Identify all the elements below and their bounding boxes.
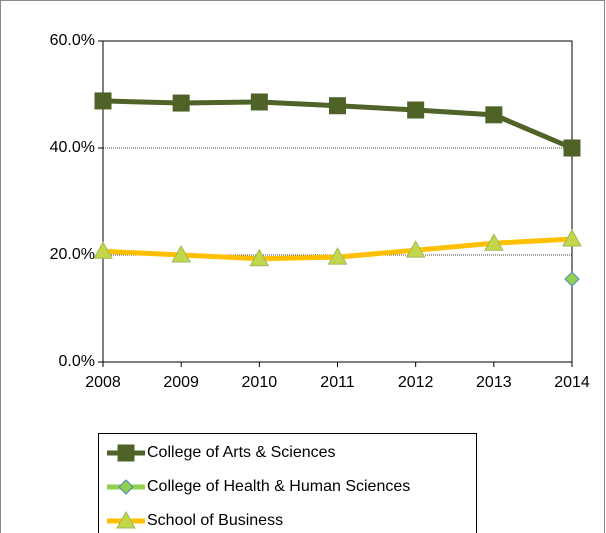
legend-marker [118, 479, 134, 495]
legend-marker [117, 444, 135, 462]
x-tick-label: 2011 [320, 374, 355, 391]
y-tick-label: 60.0% [50, 32, 95, 49]
x-tick-label: 2010 [242, 374, 278, 391]
data-point [405, 240, 426, 258]
data-point [329, 97, 346, 115]
data-point [250, 93, 268, 111]
data-point [327, 247, 348, 265]
x-tick-label: 2008 [85, 374, 121, 391]
legend-label: College of Health & Human Sciences [147, 478, 410, 495]
data-point [172, 94, 190, 112]
data-point [249, 248, 270, 267]
plot-area [102, 40, 573, 363]
legend-box [98, 433, 477, 533]
data-point [562, 228, 582, 247]
data-point [563, 139, 581, 157]
data-point [483, 233, 504, 251]
data-point [93, 241, 113, 259]
legend-label: School of Business [147, 512, 283, 529]
x-tick-label: 2012 [398, 374, 434, 391]
legend-marker [116, 510, 136, 529]
y-tick-label: 40.0% [50, 139, 95, 156]
data-point [94, 92, 112, 110]
legend-label: College of Arts & Sciences [147, 444, 336, 461]
y-tick-label: 20.0% [50, 246, 95, 263]
data-point [407, 101, 425, 119]
x-tick-label: 2009 [163, 374, 199, 391]
data-point [564, 271, 580, 287]
y-tick-label: 0.0% [59, 353, 95, 370]
data-point [485, 106, 503, 124]
data-point [171, 244, 192, 263]
x-tick-label: 2014 [554, 374, 590, 391]
x-tick-label: 2013 [476, 374, 512, 391]
